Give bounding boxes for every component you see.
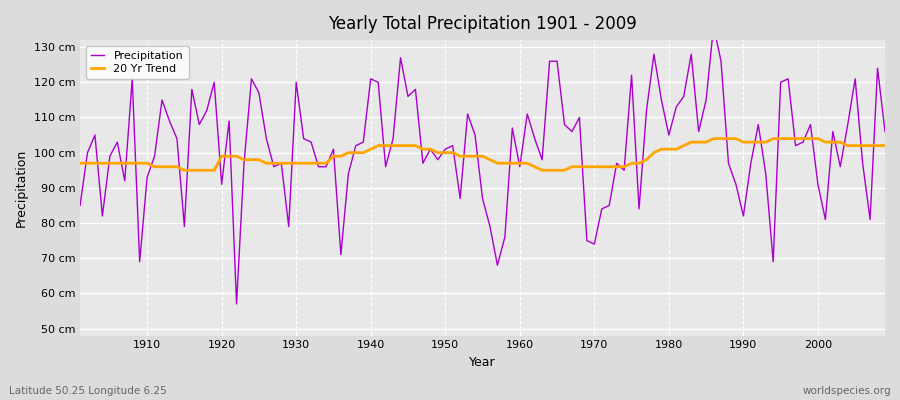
Precipitation bbox=[515, 164, 526, 169]
X-axis label: Year: Year bbox=[469, 356, 496, 369]
Precipitation bbox=[350, 143, 361, 148]
20 Yr Trend bbox=[179, 168, 190, 173]
20 Yr Trend bbox=[708, 136, 719, 141]
Line: 20 Yr Trend: 20 Yr Trend bbox=[80, 139, 885, 170]
Precipitation bbox=[75, 203, 86, 208]
Precipitation bbox=[231, 302, 242, 306]
Text: worldspecies.org: worldspecies.org bbox=[803, 386, 891, 396]
20 Yr Trend bbox=[515, 161, 526, 166]
Line: Precipitation: Precipitation bbox=[80, 26, 885, 304]
Text: Latitude 50.25 Longitude 6.25: Latitude 50.25 Longitude 6.25 bbox=[9, 386, 166, 396]
Title: Yearly Total Precipitation 1901 - 2009: Yearly Total Precipitation 1901 - 2009 bbox=[328, 15, 637, 33]
20 Yr Trend bbox=[75, 161, 86, 166]
Precipitation bbox=[879, 129, 890, 134]
20 Yr Trend bbox=[306, 161, 317, 166]
Precipitation bbox=[522, 112, 533, 116]
20 Yr Trend bbox=[522, 161, 533, 166]
Legend: Precipitation, 20 Yr Trend: Precipitation, 20 Yr Trend bbox=[86, 46, 189, 79]
20 Yr Trend bbox=[611, 164, 622, 169]
20 Yr Trend bbox=[879, 143, 890, 148]
Precipitation bbox=[306, 140, 317, 144]
Precipitation bbox=[134, 259, 145, 264]
Y-axis label: Precipitation: Precipitation bbox=[15, 149, 28, 227]
20 Yr Trend bbox=[350, 150, 361, 155]
20 Yr Trend bbox=[134, 161, 145, 166]
Precipitation bbox=[708, 24, 719, 28]
Precipitation bbox=[611, 161, 622, 166]
